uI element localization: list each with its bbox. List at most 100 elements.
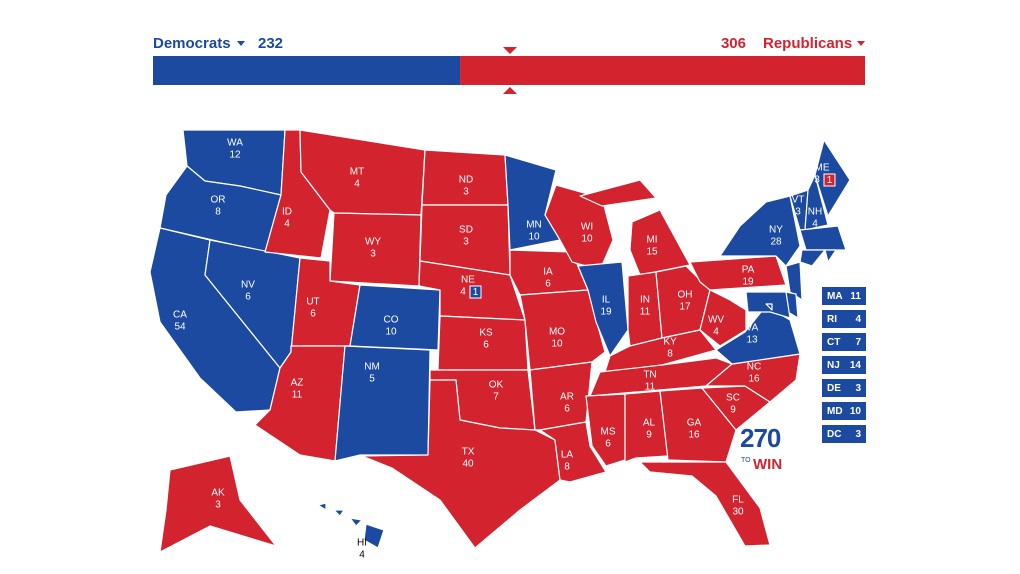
small-state-list: MA 11 RI 4 CT 7 NJ 14 DE 3 MD 10 DC 3: [822, 287, 866, 443]
district-box: [469, 285, 482, 299]
state-shape[interactable]: [824, 249, 837, 263]
state-votes: 4: [284, 219, 290, 230]
state-shape[interactable]: [639, 461, 771, 547]
state-votes: 13: [746, 335, 758, 346]
state-shape[interactable]: [349, 517, 363, 527]
state-votes: 9: [646, 430, 652, 441]
logo-win: WIN: [753, 456, 782, 473]
state-votes: 5: [369, 374, 375, 385]
state-shape[interactable]: [719, 195, 801, 267]
state-shape[interactable]: [159, 455, 277, 553]
small-state-box[interactable]: [822, 287, 866, 305]
dropdown-caret[interactable]: [237, 41, 245, 46]
state-shape[interactable]: [624, 390, 669, 463]
state-votes: 6: [245, 292, 251, 303]
state-shape[interactable]: [539, 421, 607, 483]
state-abbr: AR: [560, 392, 574, 403]
state-votes: 9: [730, 405, 736, 416]
state-votes: 3: [855, 383, 861, 394]
state-shape[interactable]: [579, 179, 657, 207]
state-votes: 10: [528, 232, 540, 243]
state-abbr: KS: [479, 328, 493, 339]
state-votes: 40: [462, 459, 474, 470]
state-abbr: HI: [357, 538, 367, 549]
state-abbr: MT: [350, 167, 364, 178]
state-labels: WA12OR8CA54NV6ID4MT4WY3UT6CO10AZ11NM5ND3…: [173, 138, 836, 561]
state-votes: 28: [770, 237, 782, 248]
state-abbr: OK: [489, 380, 504, 391]
state-votes: 3: [814, 175, 820, 186]
state-votes: 19: [600, 307, 612, 318]
state-shape[interactable]: [785, 261, 803, 301]
republicans-label[interactable]: Republicans: [763, 35, 852, 52]
state-shape[interactable]: [689, 255, 787, 291]
state-shape[interactable]: [715, 305, 801, 365]
state-shape[interactable]: [334, 345, 431, 462]
state-votes: 16: [688, 430, 700, 441]
small-state-box[interactable]: [822, 425, 866, 443]
state-votes: 4: [812, 219, 818, 230]
state-votes: 10: [385, 327, 397, 338]
state-votes: 17: [679, 302, 691, 313]
state-votes: 3: [463, 187, 469, 198]
state-votes: 3: [795, 207, 801, 218]
state-abbr: DE: [827, 383, 841, 394]
small-state-box[interactable]: [822, 402, 866, 420]
state-votes: 14: [850, 360, 862, 371]
state-abbr: MD: [827, 406, 843, 417]
state-abbr: CO: [384, 315, 399, 326]
district-box: [823, 173, 836, 187]
state-votes: 12: [229, 150, 241, 161]
small-state-box[interactable]: [822, 310, 866, 328]
state-votes: 10: [551, 339, 563, 350]
state-abbr: KY: [663, 337, 677, 348]
state-abbr: OR: [211, 195, 226, 206]
small-state-box[interactable]: [822, 356, 866, 374]
small-state-box[interactable]: [822, 333, 866, 351]
state-abbr: TX: [462, 447, 475, 458]
state-shape[interactable]: [629, 209, 691, 276]
state-shape[interactable]: [804, 174, 829, 231]
state-shape[interactable]: [544, 184, 614, 271]
state-votes: 3: [855, 429, 861, 440]
state-abbr: AZ: [291, 378, 304, 389]
state-votes: 4: [855, 314, 861, 325]
democrats-bar: [153, 56, 461, 85]
state-votes: 6: [564, 404, 570, 415]
state-shape[interactable]: [363, 523, 385, 549]
state-shape[interactable]: [659, 387, 737, 463]
state-abbr: NH: [808, 207, 822, 218]
state-votes: 30: [732, 507, 744, 518]
logo-number: 270: [740, 423, 781, 453]
state-abbr: IN: [640, 295, 650, 306]
state-votes: 10: [850, 406, 862, 417]
state-abbr: WA: [227, 138, 243, 149]
state-shape[interactable]: [765, 303, 773, 311]
state-shape[interactable]: [349, 284, 441, 351]
state-shape[interactable]: [333, 509, 345, 517]
state-votes: 6: [310, 309, 316, 320]
state-votes: 16: [748, 374, 760, 385]
state-abbr: UT: [306, 297, 319, 308]
democrats-label[interactable]: Democrats: [153, 35, 231, 52]
state-votes: 6: [483, 340, 489, 351]
state-shape[interactable]: [361, 379, 561, 549]
state-shape[interactable]: [799, 249, 826, 267]
state-abbr: CA: [173, 310, 187, 321]
republicans-total: 306: [721, 35, 746, 52]
small-state-box[interactable]: [822, 379, 866, 397]
district-votes: 1: [827, 175, 833, 186]
majority-marker: [503, 87, 517, 94]
state-votes: 4: [354, 179, 360, 190]
district-votes: 1: [473, 287, 479, 298]
state-votes: 7: [855, 337, 861, 348]
state-abbr: ME: [815, 163, 830, 174]
state-shape[interactable]: [317, 502, 327, 511]
state-shape[interactable]: [585, 393, 626, 467]
state-shape[interactable]: [799, 225, 847, 251]
state-abbr: DC: [827, 429, 841, 440]
state-abbr: AK: [211, 488, 225, 499]
state-abbr: WV: [708, 315, 724, 326]
dropdown-caret[interactable]: [857, 41, 865, 46]
